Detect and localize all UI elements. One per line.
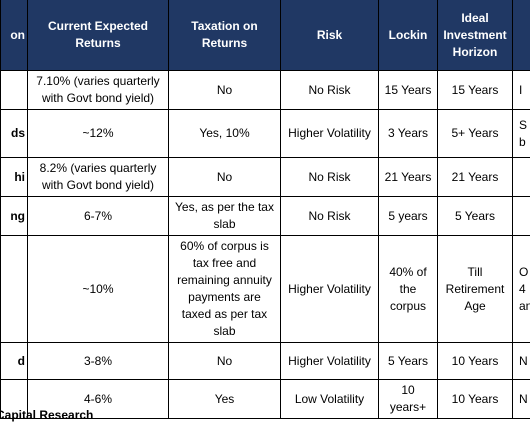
header-cell: Risk bbox=[280, 0, 379, 71]
table-cell: Higher Volatility bbox=[280, 342, 379, 380]
table-cell: ng bbox=[0, 196, 28, 236]
table-cell bbox=[0, 379, 28, 419]
table-cell: ~10% bbox=[27, 235, 169, 343]
table-cell: S th b bbox=[512, 109, 530, 158]
table-cell: 15 Years bbox=[378, 70, 438, 110]
table-row: ng 6-7% Yes, as per the tax slab No Risk 5 y… bbox=[0, 196, 530, 236]
comparison-table: on Current Expected Returns Taxation on Re… bbox=[0, 0, 530, 419]
header-cell: Lockin bbox=[378, 0, 438, 71]
table-cell: 5 Years bbox=[437, 196, 513, 236]
header-cell: on bbox=[0, 0, 28, 71]
table-cell: 15 Years bbox=[437, 70, 513, 110]
table-cell: O ol 4 ann bbox=[512, 235, 530, 343]
table-cell: Till Retirement Age bbox=[437, 235, 513, 343]
table-cell bbox=[512, 157, 530, 197]
table-row: d 3-8% No Higher Volatility 5 Years 10 Years N bbox=[0, 342, 530, 380]
table-cell: No Risk bbox=[280, 70, 379, 110]
source-note: Capital Research bbox=[0, 408, 94, 422]
table-cell: 7.10% (varies quarterly with Govt bond y… bbox=[27, 70, 169, 110]
table-cell: 8.2% (varies quarterly with Govt bond yi… bbox=[27, 157, 169, 197]
table-cell: No Risk bbox=[280, 196, 379, 236]
header-cell: Ideal Investment Horizon bbox=[437, 0, 513, 71]
header-cell bbox=[512, 0, 530, 71]
table-cell: 3-8% bbox=[27, 342, 169, 380]
table-cell: Yes, as per the tax slab bbox=[168, 196, 281, 236]
header-cell: Current Expected Returns bbox=[27, 0, 169, 71]
table-cell: 10 Years bbox=[437, 379, 513, 419]
table-cell: 21 Years bbox=[437, 157, 513, 197]
table-cell: 5 years bbox=[378, 196, 438, 236]
table-row: ds ~12% Yes, 10% Higher Volatility 3 Years 5+… bbox=[0, 109, 530, 158]
table-cell: No bbox=[168, 70, 281, 110]
table-cell: N bbox=[512, 379, 530, 419]
table-row: hi 8.2% (varies quarterly with Govt bond … bbox=[0, 157, 530, 197]
table-cell: 6-7% bbox=[27, 196, 169, 236]
table-cell: ~12% bbox=[27, 109, 169, 158]
table-cell: 5+ Years bbox=[437, 109, 513, 158]
table-cell: hi bbox=[0, 157, 28, 197]
table-cell: 40% of the corpus bbox=[378, 235, 438, 343]
table-row: 7.10% (varies quarterly with Govt bond y… bbox=[0, 70, 530, 110]
table-cell: No Risk bbox=[280, 157, 379, 197]
table-cell: I bbox=[512, 70, 530, 110]
table-cell: 60% of corpus is tax free and remaining … bbox=[168, 235, 281, 343]
table-cell: Higher Volatility bbox=[280, 235, 379, 343]
header-cell: Taxation on Returns bbox=[168, 0, 281, 71]
table-cell: Higher Volatility bbox=[280, 109, 379, 158]
table-cell: Low Volatility bbox=[280, 379, 379, 419]
table-cell bbox=[0, 235, 28, 343]
table-cell: d bbox=[0, 342, 28, 380]
table-cell: 4-6% bbox=[27, 379, 169, 419]
table-cell bbox=[512, 196, 530, 236]
header-row: on Current Expected Returns Taxation on Re… bbox=[0, 0, 530, 71]
table-cell: Yes bbox=[168, 379, 281, 419]
table-row: 4-6% Yes Low Volatility 10 years+ 10 Years N bbox=[0, 379, 530, 419]
table-cell: 10 years+ bbox=[378, 379, 438, 419]
table-cell: 3 Years bbox=[378, 109, 438, 158]
table-cell bbox=[0, 70, 28, 110]
table-cell: N bbox=[512, 342, 530, 380]
table-cell: 21 Years bbox=[378, 157, 438, 197]
table-cell: 10 Years bbox=[437, 342, 513, 380]
table-cell: 5 Years bbox=[378, 342, 438, 380]
table-cell: Yes, 10% bbox=[168, 109, 281, 158]
table-cell: No bbox=[168, 342, 281, 380]
table-row: ~10% 60% of corpus is tax free and remain… bbox=[0, 235, 530, 343]
table-cell: ds bbox=[0, 109, 28, 158]
table-cell: No bbox=[168, 157, 281, 197]
